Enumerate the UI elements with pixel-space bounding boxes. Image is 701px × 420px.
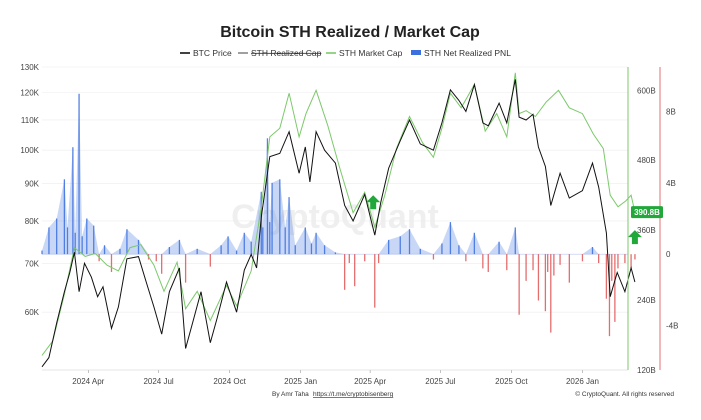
up-arrow-icon — [366, 195, 381, 210]
x-tick-label: 2024 Oct — [213, 377, 246, 386]
plot-background — [42, 67, 628, 370]
middle-tick-label: 480B — [637, 156, 656, 165]
footer: By Amr Taha https://t.me/cryptobisenberg… — [272, 390, 674, 398]
pnl-series — [41, 93, 636, 337]
grid — [42, 66, 628, 313]
right-tick-label: 8B — [666, 108, 676, 117]
legend-label: STH Market Cap — [339, 48, 403, 58]
legend: BTC Price STH Realized Cap STH Market Cap S… — [180, 48, 511, 58]
up-arrow-icon — [627, 230, 642, 245]
x-tick-label: 2025 Jul — [425, 377, 455, 386]
left-tick-label: 110K — [21, 116, 40, 125]
left-tick-label: 100K — [20, 146, 39, 155]
market-cap-line — [41, 72, 636, 356]
x-tick-label: 2025 Jan — [284, 377, 317, 386]
x-tick-label: 2025 Apr — [354, 377, 386, 386]
plot-area: CryptoQuant — [41, 66, 642, 370]
middle-tick-label: 360B — [637, 226, 656, 235]
right-tick-label: 4B — [666, 179, 676, 188]
price-line — [41, 79, 636, 368]
annotations — [366, 195, 642, 245]
price-series — [41, 79, 636, 368]
legend-label: BTC Price — [193, 48, 232, 58]
footer-author: By Amr Taha — [272, 391, 309, 398]
left-tick-label: 70K — [25, 259, 40, 268]
x-tick-label: 2025 Oct — [495, 377, 528, 386]
left-tick-label: 80K — [25, 217, 40, 226]
legend-swatch — [411, 50, 421, 55]
current-value-badge — [631, 206, 663, 219]
left-tick-label: 130K — [20, 63, 39, 72]
right-tick-label: -4B — [666, 321, 678, 330]
middle-tick-label: 600B — [637, 86, 656, 95]
axes: 130K 120K 110K 100K 90K 80K 70K 60K 2024 Apr 2024… — [20, 63, 678, 386]
market-cap-series — [41, 72, 636, 356]
middle-tick-label: 240B — [637, 296, 656, 305]
left-tick-label: 120K — [20, 88, 39, 97]
x-tick-label: 2024 Jul — [143, 377, 173, 386]
watermark: CryptoQuant — [231, 198, 439, 236]
footer-link[interactable]: https://t.me/cryptobisenberg — [313, 391, 394, 398]
footer-copyright: © CryptoQuant. All rights reserved — [575, 390, 674, 398]
x-tick-label: 2024 Apr — [72, 377, 104, 386]
x-tick-label: 2026 Jan — [566, 377, 599, 386]
left-tick-label: 90K — [25, 180, 40, 189]
legend-label: STH Net Realized PNL — [424, 48, 511, 58]
left-tick-label: 60K — [25, 308, 40, 317]
legend-label: STH Realized Cap — [251, 48, 322, 58]
middle-tick-label: 120B — [637, 366, 656, 375]
current-value-label: 390.8B — [634, 208, 660, 217]
chart-title: Bitcoin STH Realized / Market Cap — [220, 24, 480, 41]
right-tick-label: 0 — [666, 250, 671, 259]
